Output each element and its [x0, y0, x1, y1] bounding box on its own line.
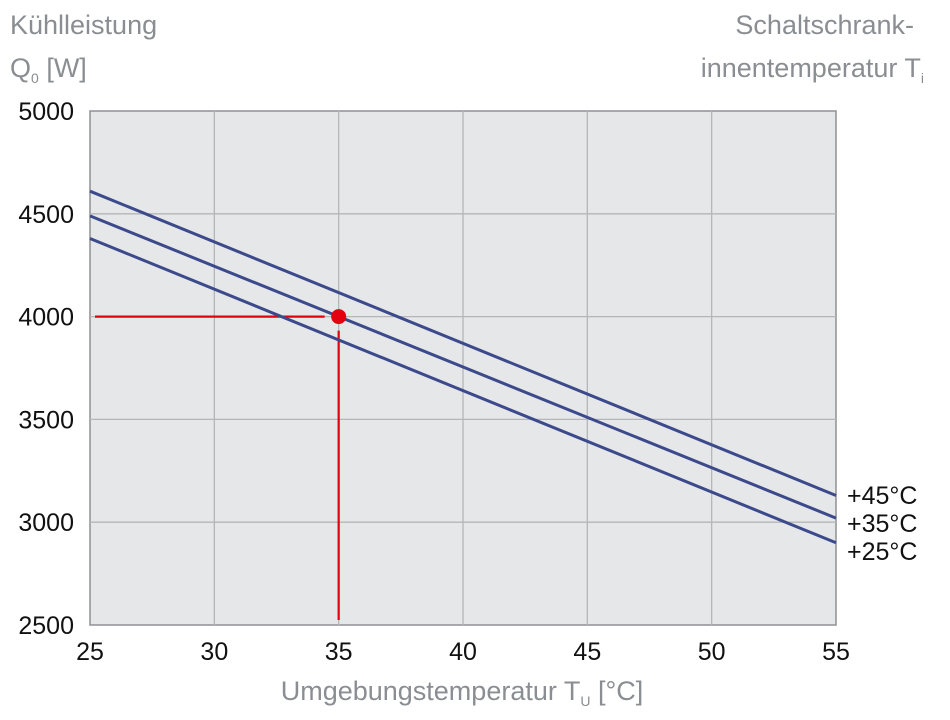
- series-label: +35°C: [847, 510, 917, 538]
- series-labels: +45°C+35°C+25°C: [847, 482, 917, 566]
- x-axis-title-sub: U: [580, 693, 590, 709]
- operating-point-guides: [95, 315, 340, 620]
- y-axis-symbol-sub: 0: [31, 70, 39, 86]
- series-line: [89, 214, 837, 520]
- y-tick-label: 2500: [18, 612, 74, 640]
- y-axis-title: Kühlleistung: [10, 10, 157, 40]
- y-tick-label: 5000: [18, 98, 74, 126]
- series-line: [89, 237, 837, 545]
- y-tick-label: 4500: [18, 201, 74, 229]
- x-tick-label: 30: [200, 638, 228, 666]
- x-tick-label: 35: [325, 638, 353, 666]
- x-axis-title-unit: [°C]: [590, 676, 643, 706]
- y-axis-symbol-main: Q: [10, 53, 31, 83]
- x-tick-label: 40: [449, 638, 477, 666]
- x-axis-title-main: Umgebungstemperatur T: [281, 676, 581, 706]
- series-line: [89, 189, 837, 497]
- y-tick-label: 4000: [18, 304, 74, 332]
- series-title-line2: innentemperatur Ti: [701, 53, 924, 86]
- grid: [90, 111, 836, 625]
- x-tick-label: 50: [698, 638, 726, 666]
- series-title-sub: i: [921, 70, 924, 86]
- series-title-line1: Schaltschrank-: [735, 10, 914, 40]
- x-tick-label: 25: [76, 638, 104, 666]
- y-axis-symbol: Q0 [W]: [10, 53, 87, 86]
- x-tick-label: 45: [573, 638, 601, 666]
- series-label: +25°C: [847, 538, 917, 566]
- tick-labels: 2500 3000 3500 4000 4500 5000 25 30 35 40 45 50 55: [18, 98, 850, 666]
- y-tick-label: 3500: [18, 406, 74, 434]
- series-title-main: innentemperatur T: [701, 53, 921, 83]
- x-tick-label: 55: [822, 638, 850, 666]
- series-label: +45°C: [847, 482, 917, 510]
- operating-point: [331, 309, 347, 325]
- y-axis-unit: [W]: [39, 53, 87, 83]
- x-axis-title: Umgebungstemperatur TU [°C]: [281, 676, 644, 709]
- series-lines: [89, 189, 837, 545]
- y-tick-label: 3000: [18, 509, 74, 537]
